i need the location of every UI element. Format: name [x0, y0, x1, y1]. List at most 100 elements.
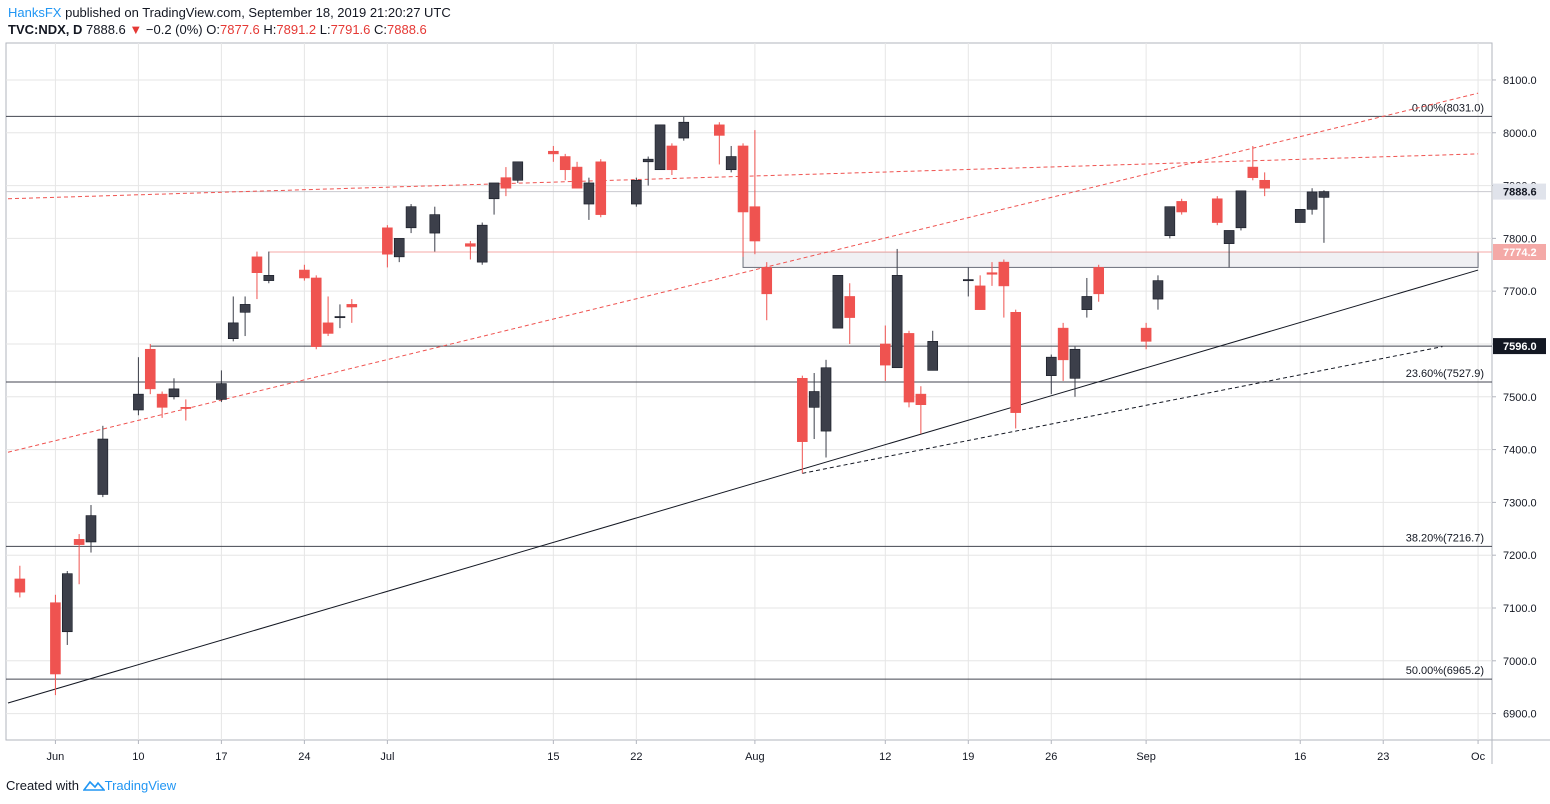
candle-body [382, 227, 393, 255]
candle [393, 238, 405, 263]
x-tick-label: 22 [630, 751, 642, 763]
candle [1069, 346, 1081, 397]
candle [144, 343, 156, 395]
x-tick-label: 23 [1377, 751, 1389, 763]
change-value: −0.2 (0%) [145, 22, 203, 37]
candle-body [85, 515, 97, 543]
candle [1223, 230, 1235, 268]
candle-body [1294, 209, 1306, 223]
candle-body [334, 316, 346, 319]
y-tick-label: 7000.0 [1503, 656, 1537, 668]
candle [1152, 275, 1164, 310]
candle-body [1057, 327, 1069, 361]
y-tick-label: 7400.0 [1503, 445, 1537, 457]
candle-body [1318, 191, 1330, 198]
candle [571, 161, 583, 189]
candle [263, 251, 275, 284]
tradingview-logo-icon [82, 780, 106, 791]
candle-body [571, 166, 583, 189]
candle-body [974, 285, 986, 310]
candle-body [156, 393, 168, 408]
candle-body [832, 275, 844, 329]
candle-body [512, 161, 524, 181]
candle-body [251, 256, 263, 273]
candle-body [216, 383, 227, 400]
close-value: 7888.6 [387, 22, 427, 37]
ohlc-legend: TVC:NDX, D 7888.6 ▼ −0.2 (0%) O:7877.6 H… [8, 22, 427, 37]
candle [725, 145, 737, 173]
candle [927, 330, 939, 371]
candle-body [239, 304, 251, 313]
footer: Created with TradingView [6, 778, 176, 793]
candle [1211, 196, 1223, 226]
close-label: C: [374, 22, 388, 37]
fib-level-label: 50.00%(6965.2) [1406, 665, 1484, 677]
high-label: H: [263, 22, 277, 37]
y-tick-label: 7100.0 [1503, 603, 1537, 615]
publish-line: HanksFX published on TradingView.com, Se… [8, 5, 451, 20]
y-tick-label: 7500.0 [1503, 392, 1537, 404]
candle [310, 275, 322, 350]
high-value: 7891.2 [276, 22, 317, 37]
grid [6, 43, 1492, 740]
candle [654, 124, 666, 171]
support-level-badge-bg [1493, 338, 1546, 355]
candle [548, 145, 559, 162]
candle [299, 264, 310, 281]
y-tick-label: 7300.0 [1503, 497, 1537, 509]
candle-body [1140, 327, 1152, 342]
candle-body [465, 243, 476, 247]
candle [1306, 188, 1318, 215]
candle-body [144, 348, 156, 390]
price-axis[interactable]: 6900.0 7000.0 7100.0 7200.0 7300.0 7400.0 7500… [1492, 75, 1537, 721]
candle [180, 399, 192, 421]
time-axis[interactable]: Jun 10 17 24 Jul 15 22 Aug 12 19 26 Sep 16 23 Oc [47, 740, 1486, 763]
price-badges: 7888.6 7774.2 7596.0 [1493, 183, 1546, 355]
candle-body [1010, 311, 1022, 413]
horizontal-levels: 0.00%(8031.0) 23.60%(7527.9) 38.20%(7216.7… [6, 102, 1492, 680]
candle [595, 159, 607, 218]
candle-body [559, 156, 571, 171]
author-link[interactable]: HanksFX [8, 5, 62, 20]
y-tick-label: 6900.0 [1503, 709, 1537, 721]
candle-body [263, 275, 275, 281]
candle [382, 225, 393, 268]
candle [61, 571, 73, 645]
candle-body [903, 333, 915, 403]
x-tick-label: Oc [1471, 751, 1486, 763]
candle-body [548, 150, 559, 155]
candle [1010, 309, 1022, 429]
candle-body [986, 272, 998, 275]
x-tick-label: Aug [745, 751, 765, 763]
candle [405, 204, 417, 234]
candle-body [1093, 267, 1104, 295]
candle [465, 241, 476, 260]
candle [346, 299, 358, 323]
candle-body [429, 214, 441, 234]
candle-body [180, 407, 192, 409]
candle [998, 259, 1010, 318]
candle-body [1306, 191, 1318, 210]
candle [239, 296, 251, 337]
candle-body [631, 179, 642, 205]
low-label: L: [319, 22, 331, 37]
x-tick-label: 12 [879, 751, 891, 763]
candle [1057, 322, 1069, 381]
fib-level-label: 0.00%(8031.0) [1412, 102, 1484, 114]
candle-body [1247, 166, 1259, 178]
candle [168, 378, 180, 400]
pink-level-badge-bg [1493, 243, 1546, 260]
candle-body [749, 206, 761, 242]
candle-body [1164, 206, 1176, 237]
tradingview-link[interactable]: TradingView [104, 778, 177, 793]
candle [714, 122, 725, 165]
candle-body [1176, 201, 1187, 213]
candle-body [227, 322, 239, 339]
candle-body [1211, 198, 1223, 223]
candle [73, 534, 85, 585]
resistance-zone [742, 251, 1479, 268]
candle-body [820, 367, 832, 432]
candle [1259, 172, 1270, 197]
fib-level-label: 23.60%(7527.9) [1406, 368, 1484, 380]
